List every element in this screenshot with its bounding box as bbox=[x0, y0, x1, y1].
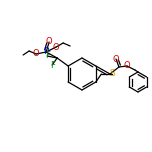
Text: F: F bbox=[45, 52, 50, 60]
Text: O: O bbox=[33, 50, 40, 59]
Text: F: F bbox=[50, 60, 55, 69]
Text: O: O bbox=[113, 55, 119, 64]
Text: O: O bbox=[46, 38, 52, 47]
Text: P: P bbox=[43, 47, 49, 57]
Text: S: S bbox=[109, 69, 115, 78]
Text: O: O bbox=[53, 43, 59, 52]
Text: O: O bbox=[124, 62, 130, 71]
